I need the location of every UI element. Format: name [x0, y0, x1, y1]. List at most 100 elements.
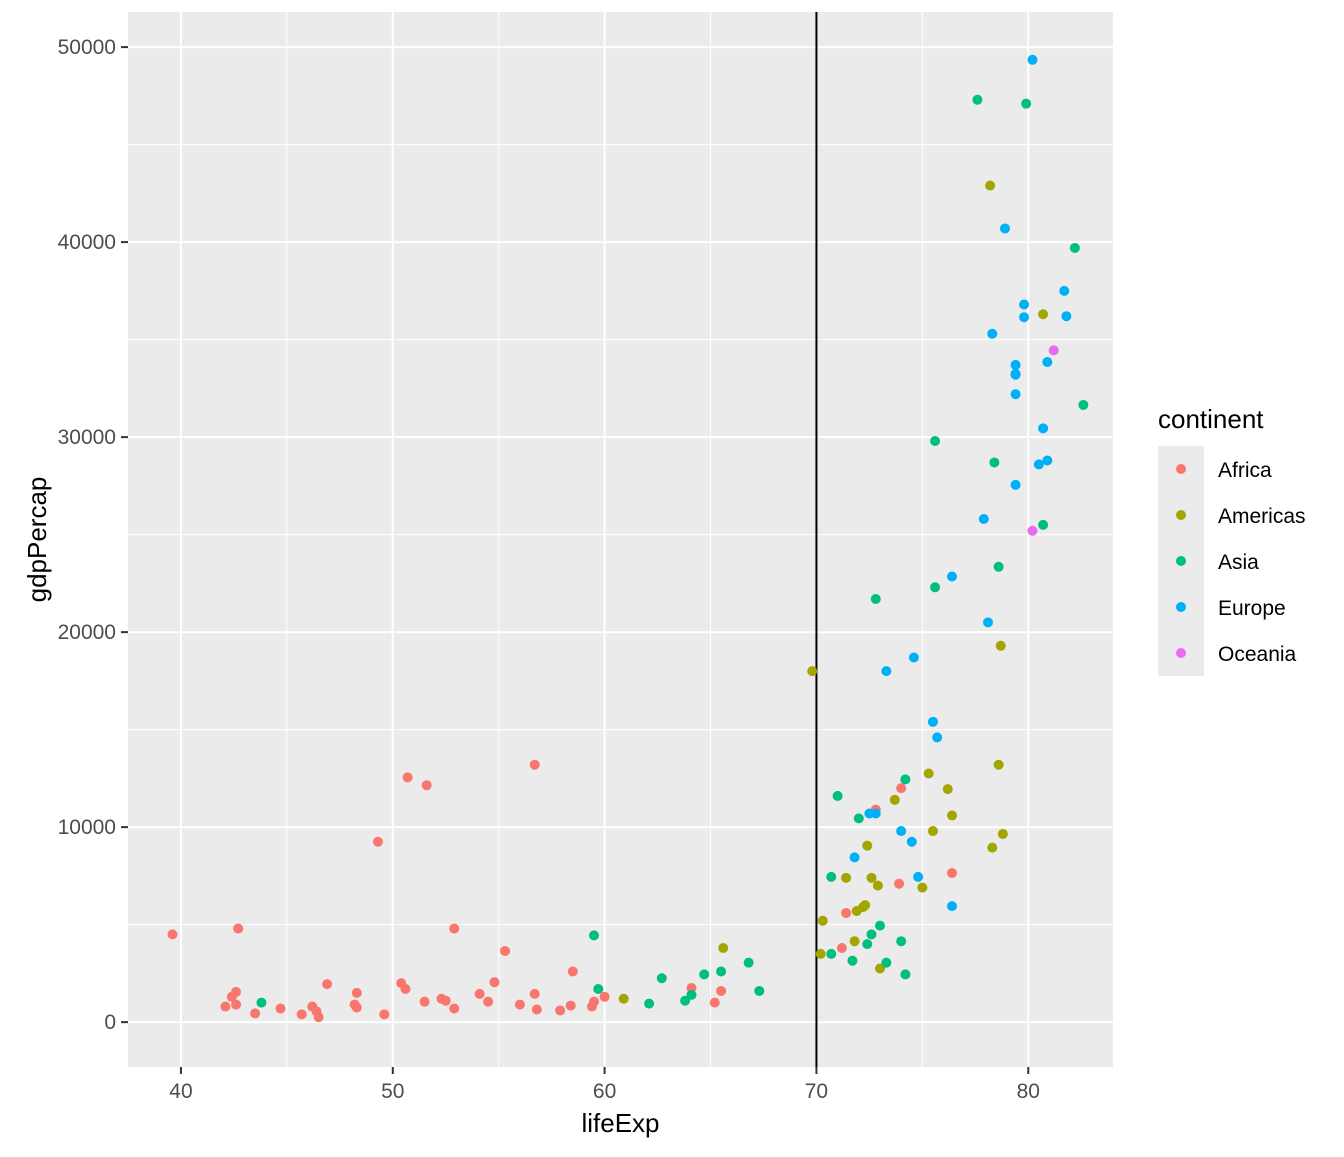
data-point-asia: [754, 985, 765, 996]
data-point-europe: [1038, 423, 1049, 434]
x-tick-label: 70: [805, 1080, 828, 1103]
data-point-asia: [847, 955, 858, 966]
data-point-europe: [927, 716, 938, 727]
data-point-asia: [866, 929, 877, 940]
legend-title: continent: [1158, 404, 1264, 434]
data-point-europe: [947, 901, 958, 912]
data-point-europe: [896, 826, 907, 837]
data-point-africa: [379, 1009, 390, 1020]
data-point-americas: [862, 840, 873, 851]
x-tick-label: 80: [1017, 1080, 1040, 1103]
data-point-americas: [718, 943, 729, 954]
data-point-africa: [372, 836, 383, 847]
data-point-africa: [500, 945, 511, 956]
data-point-asia: [993, 561, 1004, 572]
data-point-africa: [440, 995, 451, 1006]
data-point-africa: [275, 1003, 286, 1014]
axes: 40 50 60 70 80 0 10000 20000 30000 40000 50000: [58, 36, 1040, 1103]
data-point-americas: [807, 666, 818, 677]
data-point-europe: [1010, 359, 1021, 370]
data-point-africa: [716, 985, 727, 996]
data-point-asia: [881, 957, 892, 968]
data-point-europe: [1042, 455, 1053, 466]
data-point-africa: [322, 979, 333, 990]
y-tick-label: 0: [104, 1011, 116, 1034]
data-point-americas: [947, 810, 958, 821]
y-tick-label: 20000: [58, 621, 116, 644]
data-point-asia: [743, 957, 754, 968]
plot-panel: [128, 12, 1113, 1067]
data-point-asia: [699, 969, 710, 980]
data-point-americas: [860, 900, 871, 911]
data-point-africa: [167, 929, 178, 940]
data-point-africa: [402, 772, 413, 783]
data-point-asia: [1021, 98, 1032, 109]
data-point-americas: [618, 993, 629, 1004]
data-point-africa: [449, 923, 460, 934]
data-point-africa: [565, 1000, 576, 1011]
legend-label-americas: Americas: [1218, 505, 1306, 528]
legend-label-oceania: Oceania: [1218, 643, 1297, 666]
data-point-africa: [419, 996, 430, 1007]
data-point-europe: [908, 652, 919, 663]
data-point-europe: [906, 836, 917, 847]
x-tick-label: 40: [169, 1080, 192, 1103]
legend-label-europe: Europe: [1218, 597, 1286, 620]
data-point-europe: [1019, 312, 1030, 323]
data-point-europe: [1010, 389, 1021, 400]
data-point-africa: [836, 943, 847, 954]
data-point-europe: [932, 732, 943, 743]
data-point-africa: [313, 1012, 324, 1023]
minor-gridlines: [128, 12, 1113, 1067]
data-point-africa: [489, 977, 500, 988]
legend-key-africa: [1176, 464, 1186, 474]
data-point-asia: [1078, 399, 1089, 410]
data-point-oceania: [1027, 525, 1038, 536]
data-point-asia: [870, 593, 881, 604]
legend-label-africa: Africa: [1218, 459, 1272, 482]
data-point-asia: [826, 871, 837, 882]
data-point-africa: [514, 999, 525, 1010]
data-point-asia: [896, 936, 907, 947]
data-point-asia: [1069, 242, 1080, 253]
data-point-africa: [567, 966, 578, 977]
legend-key-americas: [1176, 510, 1186, 520]
data-point-europe: [999, 223, 1010, 234]
data-point-asia: [930, 436, 941, 447]
data-point-asia: [680, 995, 691, 1006]
data-point-africa: [421, 780, 432, 791]
data-point-asia: [930, 582, 941, 593]
data-point-africa: [896, 783, 907, 794]
data-point-asia: [644, 998, 655, 1009]
data-point-americas: [927, 826, 938, 837]
data-point-africa: [894, 878, 905, 889]
data-point-africa: [841, 907, 852, 918]
data-point-africa: [529, 759, 540, 770]
legend-label-asia: Asia: [1218, 551, 1259, 574]
data-point-europe: [987, 328, 998, 339]
data-point-asia: [593, 983, 604, 994]
y-tick-label: 40000: [58, 231, 116, 254]
legend-key-europe: [1176, 602, 1186, 612]
data-point-asia: [656, 973, 667, 984]
data-point-europe: [1059, 285, 1070, 296]
data-point-europe: [1042, 357, 1053, 368]
data-point-asia: [853, 813, 864, 824]
data-point-americas: [993, 759, 1004, 770]
data-point-asia: [686, 989, 697, 1000]
data-point-americas: [817, 915, 828, 926]
data-point-americas: [942, 784, 953, 795]
data-point-africa: [400, 983, 411, 994]
data-point-americas: [872, 880, 883, 891]
data-point-americas: [866, 872, 877, 883]
data-points: [167, 54, 1089, 1023]
data-point-europe: [913, 871, 924, 882]
data-point-americas: [1038, 309, 1049, 320]
data-point-africa: [531, 1004, 542, 1015]
data-point-africa: [231, 999, 242, 1010]
data-point-africa: [555, 1005, 566, 1016]
data-point-europe: [947, 571, 958, 582]
data-point-asia: [989, 457, 1000, 468]
